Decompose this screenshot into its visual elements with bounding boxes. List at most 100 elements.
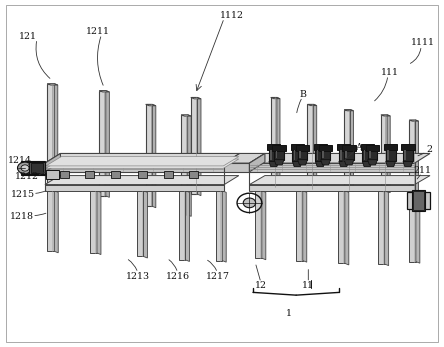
Circle shape [243,198,256,208]
Polygon shape [97,191,101,255]
Bar [369,151,371,158]
Text: 1112: 1112 [220,11,244,20]
Bar [315,146,325,161]
Bar [60,171,69,178]
Text: 121: 121 [19,33,37,42]
Polygon shape [250,153,430,163]
Polygon shape [250,163,415,172]
Polygon shape [106,91,109,197]
Bar [31,163,43,173]
Text: 1111: 1111 [412,39,436,47]
Text: A: A [355,143,362,152]
Bar [321,146,330,160]
Text: 1212: 1212 [15,172,39,181]
Text: 1214: 1214 [8,156,32,165]
Polygon shape [146,104,156,106]
Polygon shape [315,161,325,167]
Circle shape [17,162,32,174]
Text: 1211: 1211 [86,27,110,36]
Polygon shape [186,191,190,261]
Polygon shape [54,191,58,253]
Bar [404,150,406,160]
Bar [386,146,396,161]
Polygon shape [307,104,317,105]
Bar [401,144,415,150]
Bar [146,104,152,206]
Bar [387,150,389,160]
Bar [364,150,365,160]
Bar [111,171,120,178]
Bar [409,191,416,262]
Bar [297,146,307,160]
Bar [412,190,425,211]
Bar [340,150,342,160]
Bar [319,145,332,151]
Polygon shape [45,163,224,172]
Bar [339,146,349,161]
Polygon shape [387,115,390,193]
Bar [378,191,385,264]
Text: 1213: 1213 [126,272,150,281]
Bar [337,144,350,150]
Polygon shape [386,161,396,167]
Polygon shape [313,104,317,190]
Bar [362,146,372,161]
Bar [47,84,54,189]
Polygon shape [45,153,60,172]
Text: 1216: 1216 [166,272,190,281]
Bar [276,151,278,158]
Circle shape [21,165,29,171]
Polygon shape [303,191,307,262]
Bar [164,171,173,178]
Bar [293,146,302,161]
Polygon shape [321,160,330,165]
Bar [21,161,45,175]
Polygon shape [277,98,280,188]
Polygon shape [416,191,420,263]
Bar [368,146,377,160]
Text: 211: 211 [413,166,431,175]
Bar [409,120,416,192]
Polygon shape [271,98,280,99]
Polygon shape [385,191,388,265]
Bar [307,104,313,189]
Bar [179,191,186,260]
Bar [345,151,347,158]
Bar [313,144,327,150]
Bar [99,91,106,196]
Bar [85,171,94,178]
Polygon shape [222,191,226,262]
Circle shape [33,165,41,171]
Bar [90,191,97,253]
Polygon shape [297,160,307,165]
Polygon shape [181,115,191,116]
Polygon shape [362,161,372,167]
Polygon shape [54,84,58,191]
Bar [181,115,188,215]
Text: 12: 12 [255,281,267,290]
Polygon shape [345,191,349,265]
Bar [255,191,262,258]
Text: 2: 2 [426,145,432,154]
Polygon shape [198,98,201,196]
Polygon shape [45,153,240,163]
Polygon shape [416,120,419,193]
Polygon shape [262,191,266,260]
Polygon shape [143,191,147,258]
Polygon shape [191,98,201,99]
Bar [267,144,281,150]
Polygon shape [45,185,224,191]
Text: 1217: 1217 [206,272,230,281]
Bar [384,144,397,150]
Polygon shape [409,120,419,121]
Bar [21,162,30,174]
Text: 11: 11 [302,281,314,290]
Bar [270,150,272,160]
Polygon shape [269,161,279,167]
Bar [344,110,350,190]
Polygon shape [339,161,349,167]
Polygon shape [250,176,430,185]
Polygon shape [152,104,156,208]
Bar [47,191,54,251]
Polygon shape [344,160,354,165]
